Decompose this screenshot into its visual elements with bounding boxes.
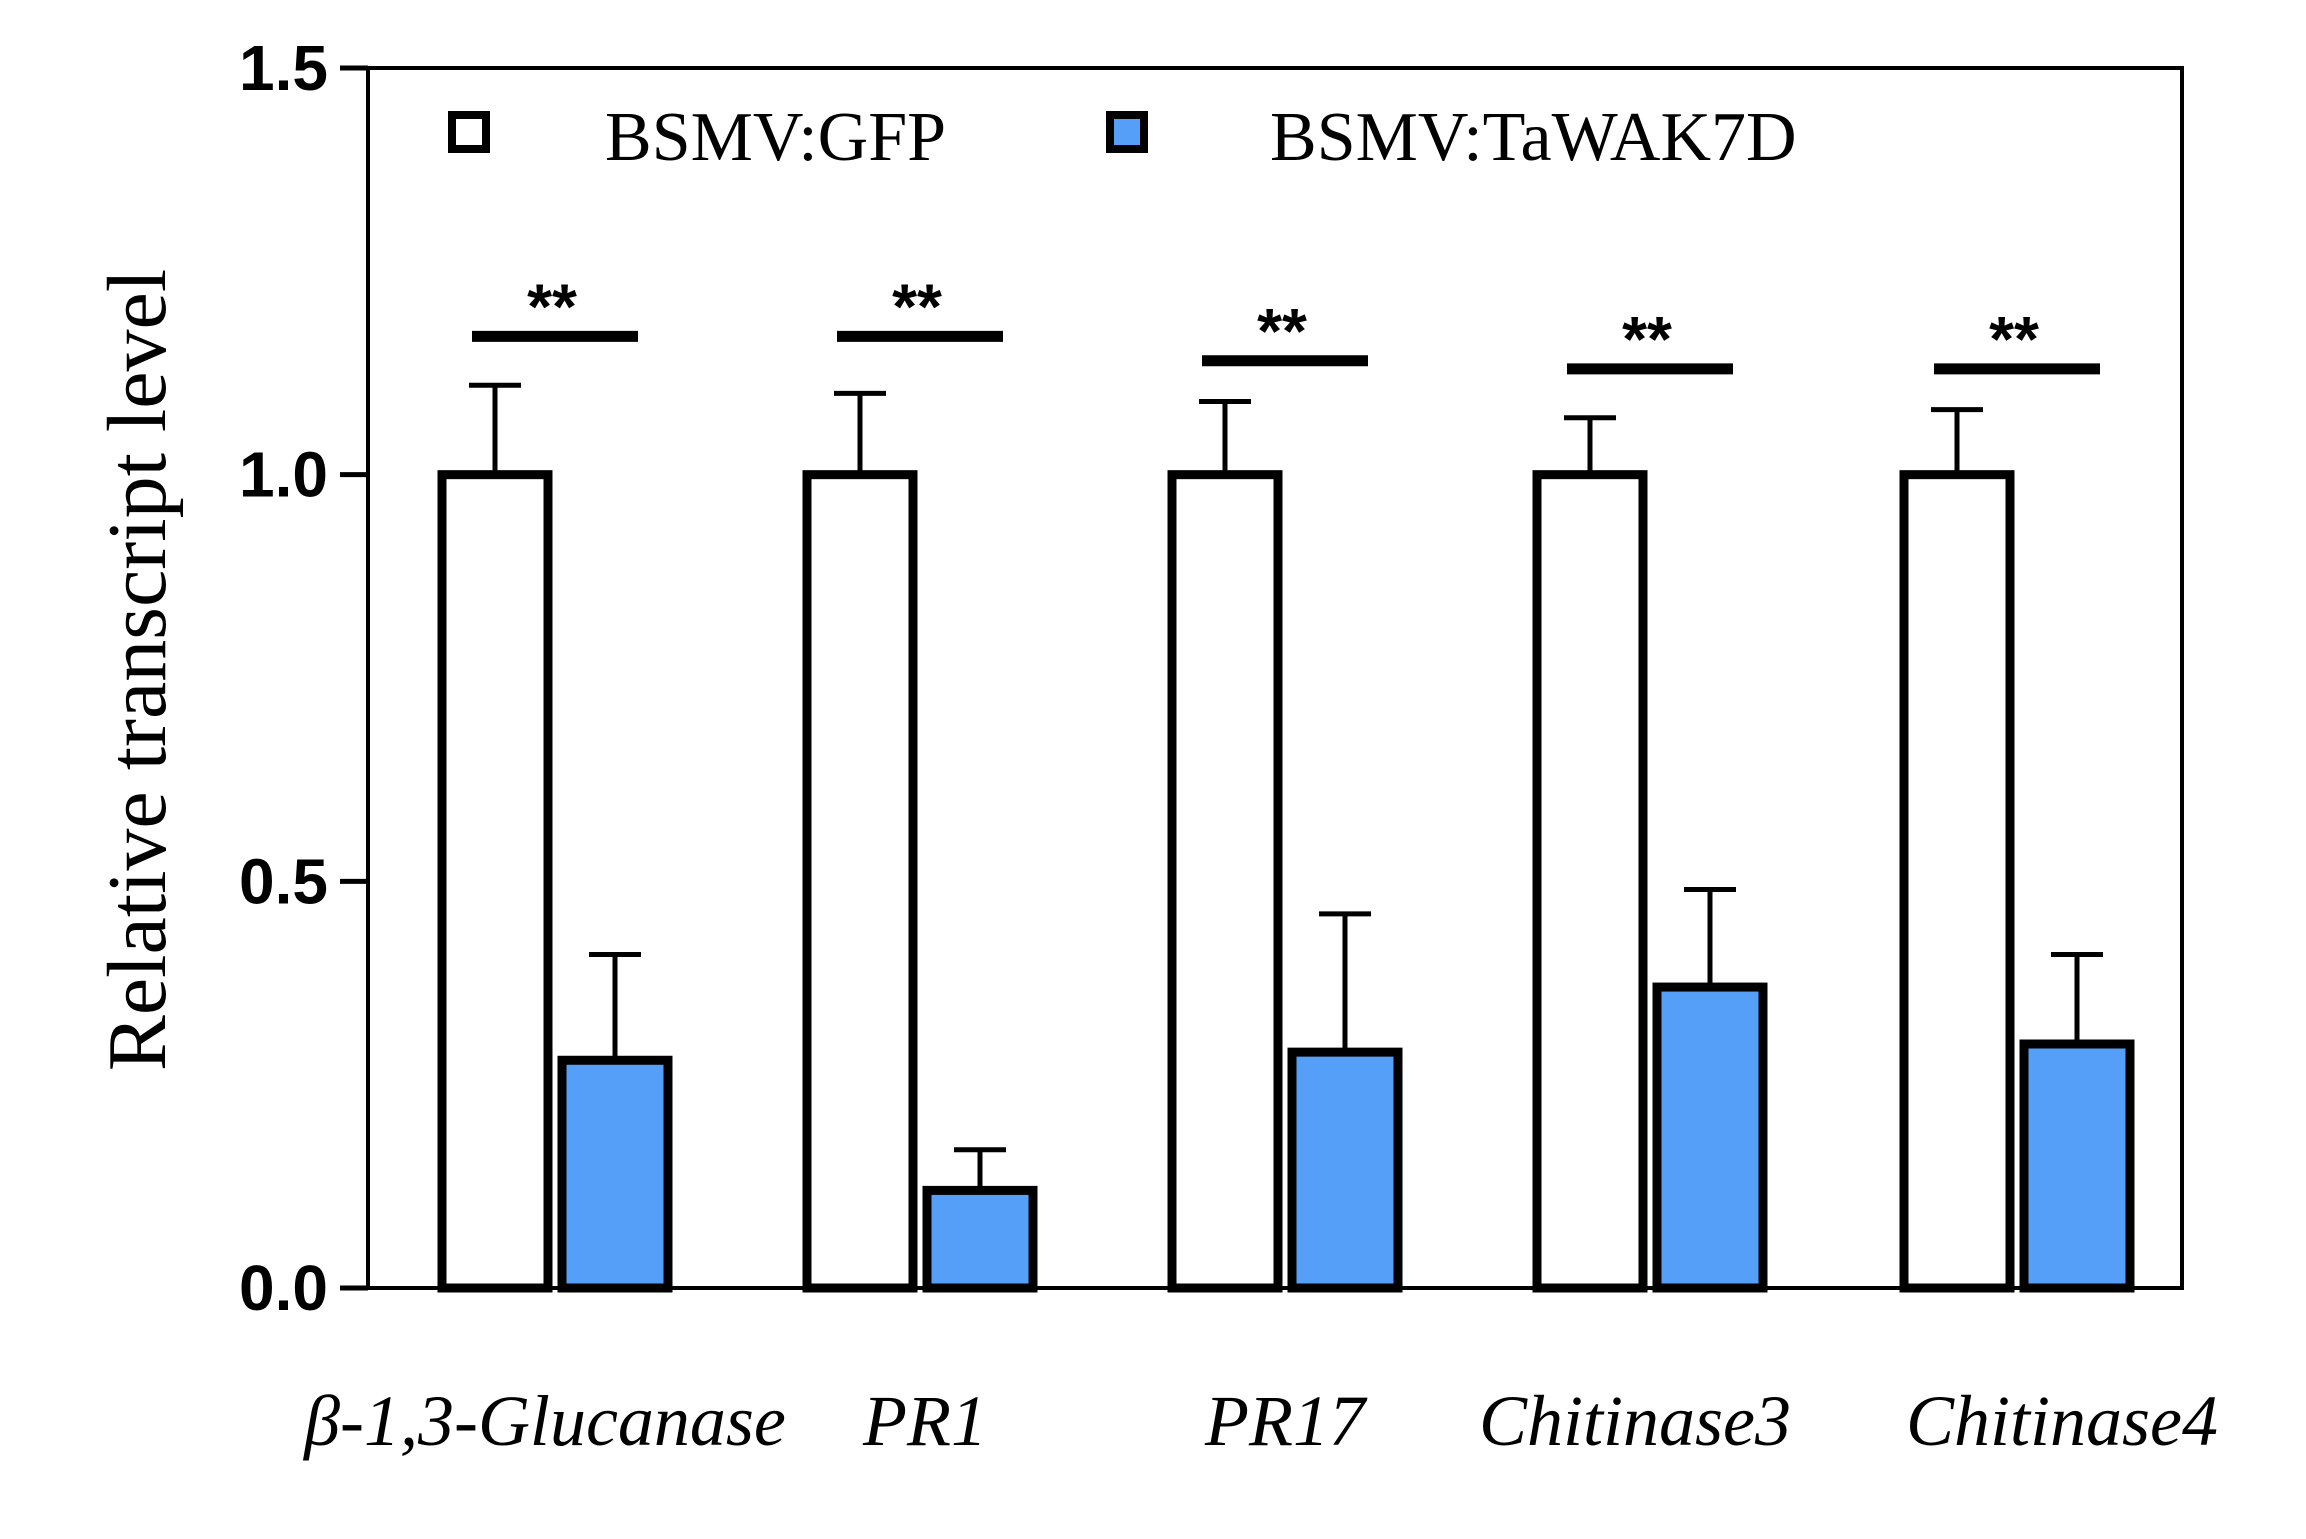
- bar-gfp-2: [1167, 470, 1283, 1293]
- significance-label-1: **: [892, 270, 942, 342]
- y-tick-label-0: 0.0: [239, 1252, 328, 1324]
- legend-label-gfp: BSMV:GFP: [605, 99, 946, 176]
- bar-tawak7d-3: [1652, 982, 1768, 1293]
- plot-frame: [366, 66, 2184, 1290]
- x-category-label-0: β-1,3-Glucanase: [302, 1381, 786, 1461]
- legend-swatch-tawak7d: [1106, 111, 1148, 153]
- x-category-label-3: Chitinase3: [1479, 1381, 1791, 1461]
- bar-tawak7d-1: [922, 1185, 1038, 1293]
- bar-gfp-1: [802, 470, 918, 1293]
- legend-swatch-gfp: [448, 111, 490, 153]
- legend-label-tawak7d: BSMV:TaWAK7D: [1270, 99, 1797, 176]
- bar-gfp-4: [1899, 470, 2015, 1293]
- y-tick-label-1: 0.5: [239, 845, 328, 917]
- bar-gfp-3: [1532, 470, 1648, 1293]
- significance-label-2: **: [1257, 295, 1307, 367]
- x-category-label-4: Chitinase4: [1906, 1381, 2218, 1461]
- significance-label-3: **: [1622, 303, 1672, 375]
- bar-tawak7d-0: [557, 1055, 673, 1293]
- y-tick-label-3: 1.5: [239, 32, 328, 104]
- bar-tawak7d-2: [1287, 1047, 1403, 1293]
- y-axis-title: Relative transcript level: [91, 269, 184, 1071]
- bar-tawak7d-4: [2019, 1039, 2135, 1293]
- significance-label-0: **: [527, 270, 577, 342]
- y-tick-label-2: 1.0: [239, 439, 328, 511]
- x-category-label-1: PR1: [862, 1381, 987, 1461]
- x-category-label-2: PR17: [1204, 1381, 1368, 1461]
- significance-label-4: **: [1989, 303, 2039, 375]
- bar-gfp-0: [437, 470, 553, 1293]
